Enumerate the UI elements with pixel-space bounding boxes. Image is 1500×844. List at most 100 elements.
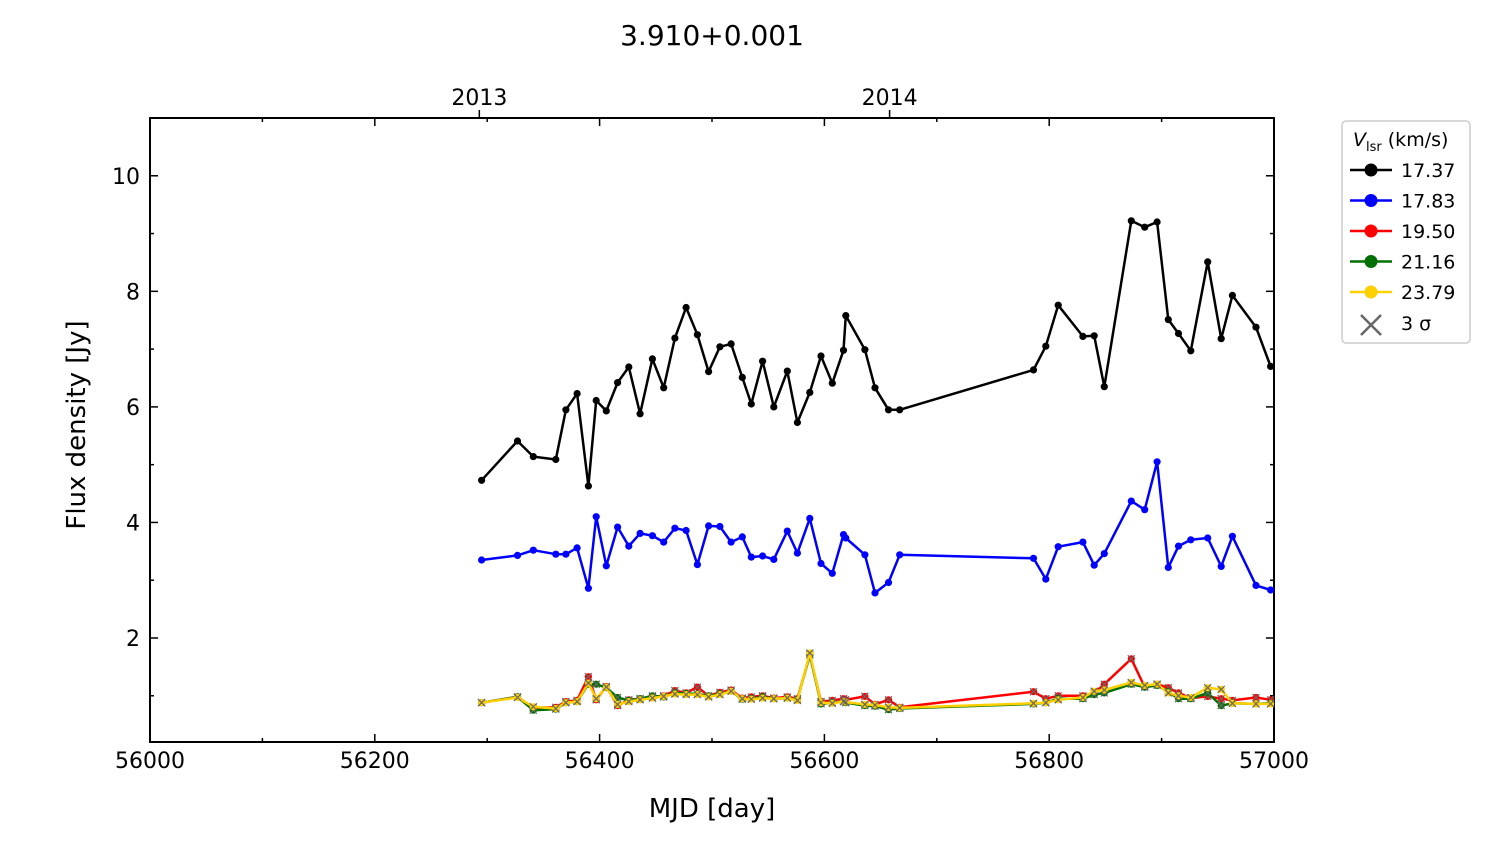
data-point xyxy=(747,553,755,561)
x-axis-ticks: 56000 56200 56400 56600 56800 57000 xyxy=(115,118,1309,774)
data-point xyxy=(529,546,537,554)
data-point xyxy=(636,410,644,418)
data-point xyxy=(552,455,560,464)
chart-title: 3.910+0.001 xyxy=(620,19,804,52)
sigma-marker xyxy=(636,695,644,704)
data-point xyxy=(759,552,767,560)
sigma-marker xyxy=(704,693,713,701)
legend-label: 17.37 xyxy=(1401,160,1455,182)
sigma-marker xyxy=(1029,687,1038,696)
x-tick-label: 56200 xyxy=(340,749,410,774)
data-point xyxy=(727,340,735,348)
sigma-marker xyxy=(561,698,570,707)
top-axis-ticks: 2013 2014 xyxy=(451,86,918,118)
data-point xyxy=(884,406,893,414)
y-tick-label: 10 xyxy=(112,165,140,190)
data-point xyxy=(584,584,593,592)
sigma-marker xyxy=(584,679,593,687)
data-point xyxy=(1042,575,1050,583)
sigma-marker xyxy=(895,703,904,712)
sigma-marker xyxy=(670,690,679,698)
data-point xyxy=(770,555,778,564)
data-point xyxy=(1054,543,1062,551)
data-point xyxy=(1164,563,1172,572)
sigma-marker xyxy=(693,683,702,692)
series-17.37 xyxy=(478,217,1275,490)
sigma-marker xyxy=(477,698,486,707)
sigma-marker xyxy=(529,702,538,711)
data-point xyxy=(1187,347,1195,355)
data-point xyxy=(1217,562,1225,571)
sigma-marker xyxy=(860,692,869,701)
data-point xyxy=(716,522,724,531)
sigma-marker xyxy=(1127,678,1136,687)
sigma-marker xyxy=(1153,680,1162,689)
y-axis-ticks: 2 4 6 8 10 xyxy=(112,117,1274,697)
sigma-marker xyxy=(513,693,522,702)
sigma-marker xyxy=(573,697,582,706)
sigma-marker xyxy=(592,694,601,703)
data-point xyxy=(660,384,668,392)
data-point xyxy=(793,418,802,427)
data-point xyxy=(759,357,767,365)
sigma-marker xyxy=(805,649,814,657)
series-line xyxy=(481,651,1271,710)
data-point xyxy=(529,453,537,461)
sigma-marker xyxy=(1078,693,1087,702)
sigma-marker xyxy=(1186,693,1195,702)
sigma-marker xyxy=(747,695,756,704)
legend-marker xyxy=(1364,224,1378,238)
sigma-marker xyxy=(884,703,893,712)
data-point xyxy=(614,379,622,387)
sigma-marker xyxy=(1127,654,1136,663)
sigma-marker xyxy=(793,696,802,705)
data-point xyxy=(592,513,600,521)
data-point xyxy=(1228,532,1236,540)
data-point xyxy=(562,550,570,558)
sigma-marker xyxy=(817,698,825,707)
data-point xyxy=(1029,366,1038,374)
legend-marker xyxy=(1364,163,1378,177)
legend-label: 21.16 xyxy=(1401,252,1455,274)
sigma-marker xyxy=(828,699,837,708)
legend-title: Vlsr (km/s) xyxy=(1353,129,1448,155)
data-point xyxy=(828,569,836,577)
data-point xyxy=(817,352,825,360)
data-point xyxy=(1174,329,1183,338)
data-point xyxy=(1153,458,1161,466)
y-tick-label: 6 xyxy=(126,396,140,421)
legend-sigma-entry: 3 σ xyxy=(1360,313,1431,336)
data-point xyxy=(839,346,848,354)
data-point xyxy=(817,559,825,568)
sigma-marker xyxy=(1217,685,1226,694)
data-point xyxy=(770,403,778,411)
legend-entry: 23.79 xyxy=(1350,282,1455,304)
x-axis-label: MJD [day] xyxy=(649,794,776,824)
data-point xyxy=(1029,554,1038,562)
data-point xyxy=(1079,332,1087,340)
data-point xyxy=(1187,536,1195,544)
y-tick-label: 8 xyxy=(126,280,140,305)
legend: Vlsr (km/s) 17.37 17.83 19.50 21.16 23.79 3 … xyxy=(1341,120,1471,344)
data-point xyxy=(671,334,679,342)
data-point xyxy=(573,544,581,552)
sigma-marker xyxy=(841,698,850,707)
data-point xyxy=(648,532,657,540)
x-tick-label: 56400 xyxy=(565,749,635,774)
data-point xyxy=(648,355,657,363)
x-tick-label: 57000 xyxy=(1239,749,1309,774)
data-point xyxy=(738,533,746,541)
data-point xyxy=(478,476,486,484)
series-group xyxy=(477,217,1275,715)
data-point xyxy=(896,406,904,414)
data-point xyxy=(1204,258,1212,266)
data-point xyxy=(682,526,690,535)
legend-title-unit: (km/s) xyxy=(1382,129,1449,151)
series-line xyxy=(481,460,1271,595)
sigma-marker xyxy=(1041,698,1050,707)
sigma-marker xyxy=(1252,699,1260,708)
data-point xyxy=(884,578,893,587)
sigma-marker xyxy=(1054,695,1063,704)
data-point xyxy=(1267,586,1275,594)
